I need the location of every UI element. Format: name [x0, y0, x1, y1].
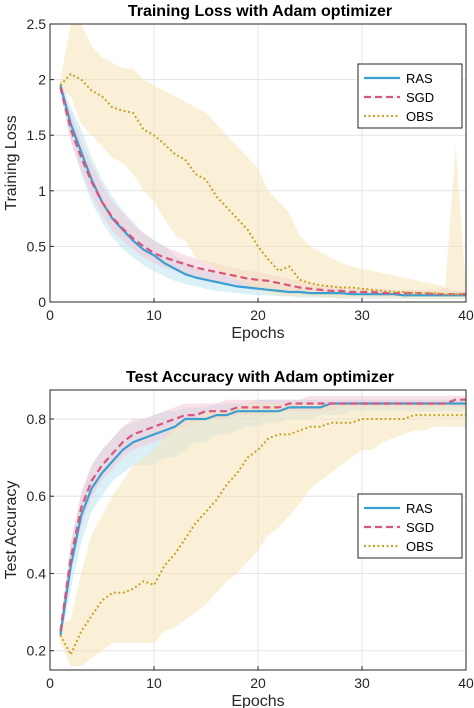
y-tick-label: 0.2 [27, 643, 47, 659]
confidence-bands [60, 24, 466, 299]
x-axis-label: Epochs [231, 693, 284, 708]
x-tick-label: 10 [146, 307, 162, 323]
y-tick-label: 0 [38, 294, 46, 310]
y-tick-label: 2 [38, 72, 46, 88]
legend: RAS SGD OBS [357, 63, 463, 129]
legend-label-obs: OBS [406, 109, 434, 124]
y-tick-label: 2.5 [27, 16, 47, 32]
line-sgd [59, 87, 466, 296]
x-tick-label: 0 [46, 675, 54, 691]
y-tick-label: 0.6 [27, 488, 47, 504]
x-tick-labels: 0 10 20 30 40 [46, 666, 474, 691]
y-tick-label: 0.5 [27, 238, 47, 254]
y-tick-label: 1.5 [27, 127, 47, 143]
y-tick-labels: 0.2 0.4 0.6 0.8 [27, 411, 54, 659]
line-ras [59, 84, 466, 297]
line-sgd [59, 398, 466, 632]
x-tick-label: 10 [146, 675, 162, 691]
y-tick-labels: 0 0.5 1 1.5 2 2.5 [27, 16, 54, 310]
line-obs [59, 73, 466, 296]
series-lines [59, 398, 466, 656]
y-tick-label: 0.4 [27, 565, 47, 581]
legend-label-sgd: SGD [406, 90, 434, 105]
x-tick-label: 40 [458, 307, 474, 323]
band-obs [60, 24, 466, 299]
x-tick-label: 20 [250, 307, 266, 323]
y-tick-label: 1 [38, 183, 46, 199]
legend-label-ras: RAS [406, 71, 433, 86]
x-tick-label: 0 [46, 307, 54, 323]
legend-label-obs: OBS [406, 539, 434, 554]
chart-title: Training Loss with Adam optimizer [128, 3, 392, 20]
training-loss-chart: Training Loss with Adam optimizer 0 10 20 3… [3, 3, 474, 342]
x-tick-label: 30 [354, 675, 370, 691]
series-lines [59, 73, 466, 297]
x-tick-label: 30 [354, 307, 370, 323]
test-accuracy-chart: Test Accuracy with Adam optimizer 0 10 20 3… [3, 369, 474, 708]
confidence-bands [60, 395, 466, 667]
chart-title: Test Accuracy with Adam optimizer [126, 369, 394, 386]
y-axis-label: Training Loss [3, 115, 20, 210]
band-obs [60, 403, 466, 667]
x-axis-label: Epochs [231, 325, 284, 342]
legend-label-ras: RAS [406, 501, 433, 516]
line-obs [59, 414, 466, 656]
y-axis-label: Test Accuracy [3, 481, 20, 580]
legend-label-sgd: SGD [406, 520, 434, 535]
x-tick-labels: 0 10 20 30 40 [46, 298, 474, 323]
x-tick-label: 40 [458, 675, 474, 691]
x-tick-label: 20 [250, 675, 266, 691]
legend: RAS SGD OBS [357, 493, 463, 559]
y-tick-label: 0.8 [27, 411, 47, 427]
